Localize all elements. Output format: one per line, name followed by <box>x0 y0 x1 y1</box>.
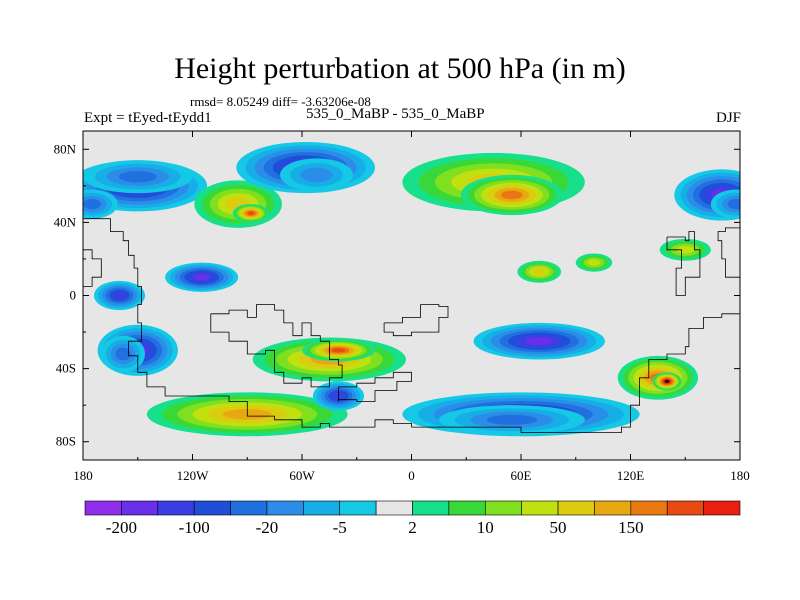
colorbar-label-1: -100 <box>179 518 210 537</box>
anomaly-contour-16-3 <box>115 347 131 361</box>
colorbar-swatch-5 <box>266 500 304 516</box>
season-label: DJF <box>715 110 741 126</box>
y-tick-label-0: 80N <box>54 141 77 156</box>
coastlines <box>83 218 740 433</box>
colorbar-swatch-10 <box>448 500 486 516</box>
anomaly-contour-3-7 <box>247 211 255 215</box>
colorbar-swatch-17 <box>703 500 741 516</box>
colorbar-swatch-4 <box>230 500 268 516</box>
colorbar-label-3: -5 <box>333 518 347 537</box>
colorbar-swatch-14 <box>594 500 632 516</box>
colorbar-label-4: 2 <box>408 518 417 537</box>
colorbar-label-0: -200 <box>106 518 137 537</box>
anomaly-contour-5-2 <box>300 167 333 183</box>
anomaly-contour-13-3 <box>587 259 601 266</box>
anomaly-contour-14-3 <box>676 245 695 254</box>
colorbar-swatch-1 <box>121 500 159 516</box>
anomaly-contour-24-9 <box>664 380 670 383</box>
anomaly-contour-20-6 <box>525 337 554 346</box>
anomaly-contour-11-6 <box>193 274 210 281</box>
experiment-label: Expt = tEyed-tEydd1 <box>84 110 212 126</box>
colorbar-swatch-0 <box>84 500 122 516</box>
colorbar-label-6: 50 <box>550 518 567 537</box>
colorbar-swatch-16 <box>666 500 704 516</box>
colorbar-swatch-15 <box>630 500 668 516</box>
anomaly-contour-25-5 <box>113 291 126 300</box>
y-tick-label-2: 0 <box>70 288 77 303</box>
anomaly-contour-9-3 <box>727 199 740 210</box>
x-axis: 180 120W 60W 0 60E 120E 180 <box>73 131 750 483</box>
x-tick-label-4: 60E <box>511 468 532 483</box>
coastline-2 <box>338 371 412 402</box>
colorbar-label-7: 150 <box>618 518 644 537</box>
coastline-6 <box>717 227 740 287</box>
y-tick-label-4: 80S <box>56 434 76 449</box>
anomaly-field <box>83 141 740 437</box>
coastline-0 <box>83 218 412 428</box>
colorbar-swatch-8 <box>375 500 413 516</box>
coastline-3 <box>383 304 449 337</box>
anomaly-contour-7-6 <box>501 190 523 200</box>
colorbar-swatch-2 <box>157 500 195 516</box>
x-tick-label-5: 120E <box>617 468 645 483</box>
x-tick-label-3: 0 <box>408 468 415 483</box>
stats-label: rmsd= 8.05249 diff= -3.63206e-08 <box>190 94 371 109</box>
coastline-7 <box>83 249 102 287</box>
case-label: 535_0_MaBP - 535_0_MaBP <box>306 106 485 122</box>
y-tick-label-1: 40N <box>54 214 77 229</box>
x-tick-label-2: 60W <box>289 468 315 483</box>
colorbar: -200 -100 -20 -5 2 10 50 150 <box>84 500 741 537</box>
coastline-1 <box>210 304 343 388</box>
colorbar-swatch-12 <box>521 500 559 516</box>
anomaly-contour-1-3 <box>118 170 157 183</box>
colorbar-swatch-7 <box>339 500 377 516</box>
x-tick-label-6: 180 <box>730 468 750 483</box>
colorbar-swatch-11 <box>484 500 522 516</box>
coastline-4 <box>411 310 740 433</box>
colorbar-swatch-3 <box>193 500 231 516</box>
x-tick-label-0: 180 <box>73 468 93 483</box>
y-axis: 80N 40N 0 40S 80S <box>54 141 740 449</box>
colorbar-swatch-13 <box>557 500 595 516</box>
colorbar-label-2: -20 <box>256 518 279 537</box>
anomaly-contour-22-3 <box>486 414 538 425</box>
chart-title: Height perturbation at 500 hPa (in m) <box>174 52 626 85</box>
y-tick-label-3: 40S <box>56 361 76 376</box>
colorbar-label-5: 10 <box>477 518 494 537</box>
colorbar-swatch-9 <box>412 500 450 516</box>
anomaly-contour-10-3 <box>83 199 102 210</box>
anomaly-contour-18-7 <box>331 348 346 353</box>
coastline-5 <box>666 231 701 296</box>
colorbar-swatch-6 <box>303 500 341 516</box>
x-tick-label-1: 120W <box>177 468 210 483</box>
anomaly-contour-12-4 <box>532 268 546 275</box>
